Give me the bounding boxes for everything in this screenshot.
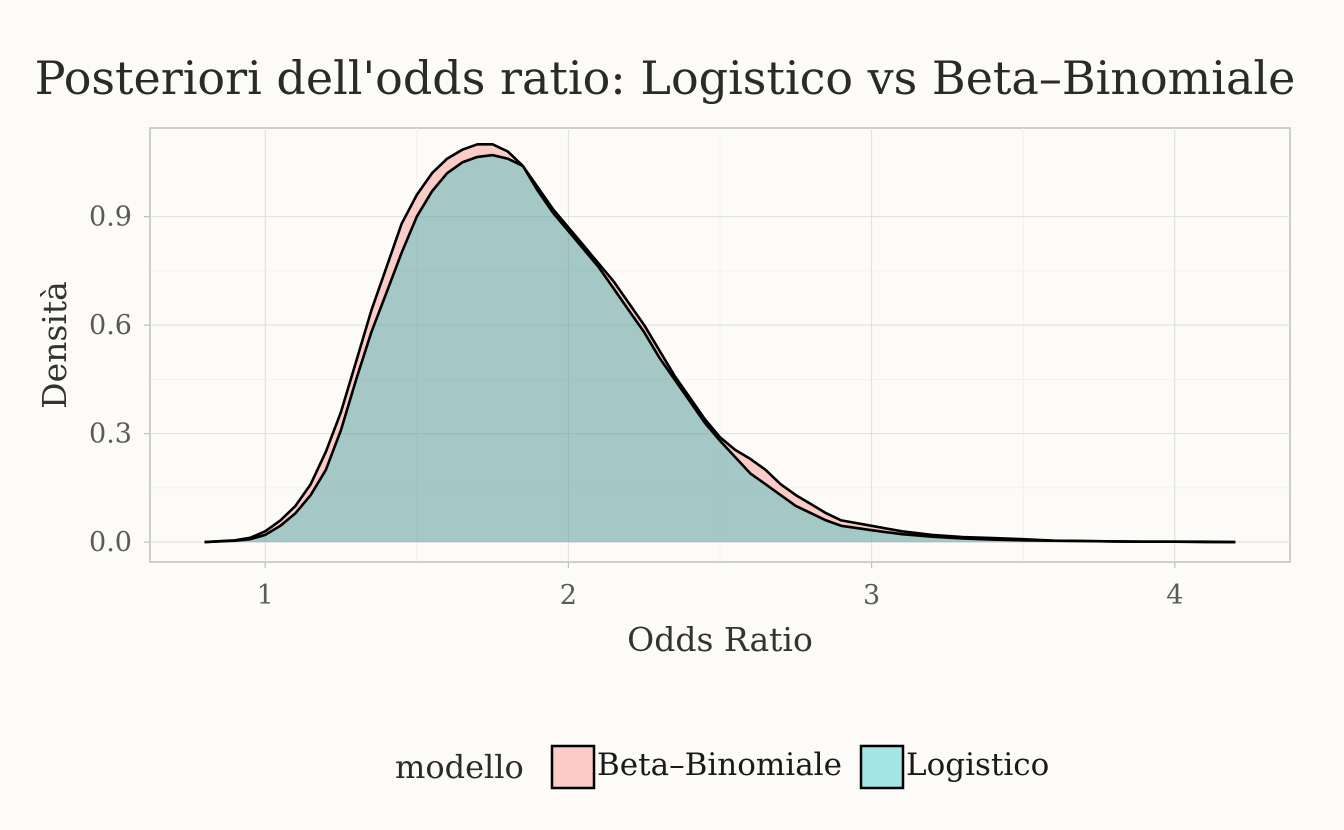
legend-label-beta-binomiale: Beta–Binomiale (597, 747, 842, 783)
density-outline-logistico (204, 153, 1236, 544)
density-area-beta-binomiale (204, 144, 1236, 543)
x-axis-title: Odds Ratio (627, 620, 813, 659)
density-area-logistico (204, 155, 1236, 543)
y-tick-label: 0.0 (89, 527, 132, 558)
y-axis-ticks: 0.0 0.3 0.6 0.9 (89, 202, 150, 558)
legend-swatch-logistico (859, 744, 905, 790)
x-tick-label: 2 (560, 580, 577, 611)
legend-title: modello (395, 748, 524, 786)
y-axis-title: Densità (35, 281, 74, 409)
y-tick-label: 0.9 (89, 202, 132, 233)
grid-lines (150, 128, 1290, 562)
y-tick-label: 0.3 (89, 419, 132, 450)
density-outline-beta-binomiale (204, 143, 1236, 544)
legend-label-logistico: Logistico (906, 747, 1049, 783)
x-axis-ticks: 1 2 3 4 (257, 562, 1183, 611)
density-areas (204, 143, 1236, 544)
x-tick-label: 1 (257, 580, 274, 611)
y-tick-label: 0.6 (89, 310, 132, 341)
chart-title: Posteriori dell'odds ratio: Logistico vs… (35, 51, 1296, 105)
x-tick-label: 4 (1166, 580, 1183, 611)
legend: modello Beta–Binomiale Logistico (395, 744, 1049, 790)
legend-swatch-beta-binomiale (550, 744, 596, 790)
x-tick-label: 3 (863, 580, 880, 611)
